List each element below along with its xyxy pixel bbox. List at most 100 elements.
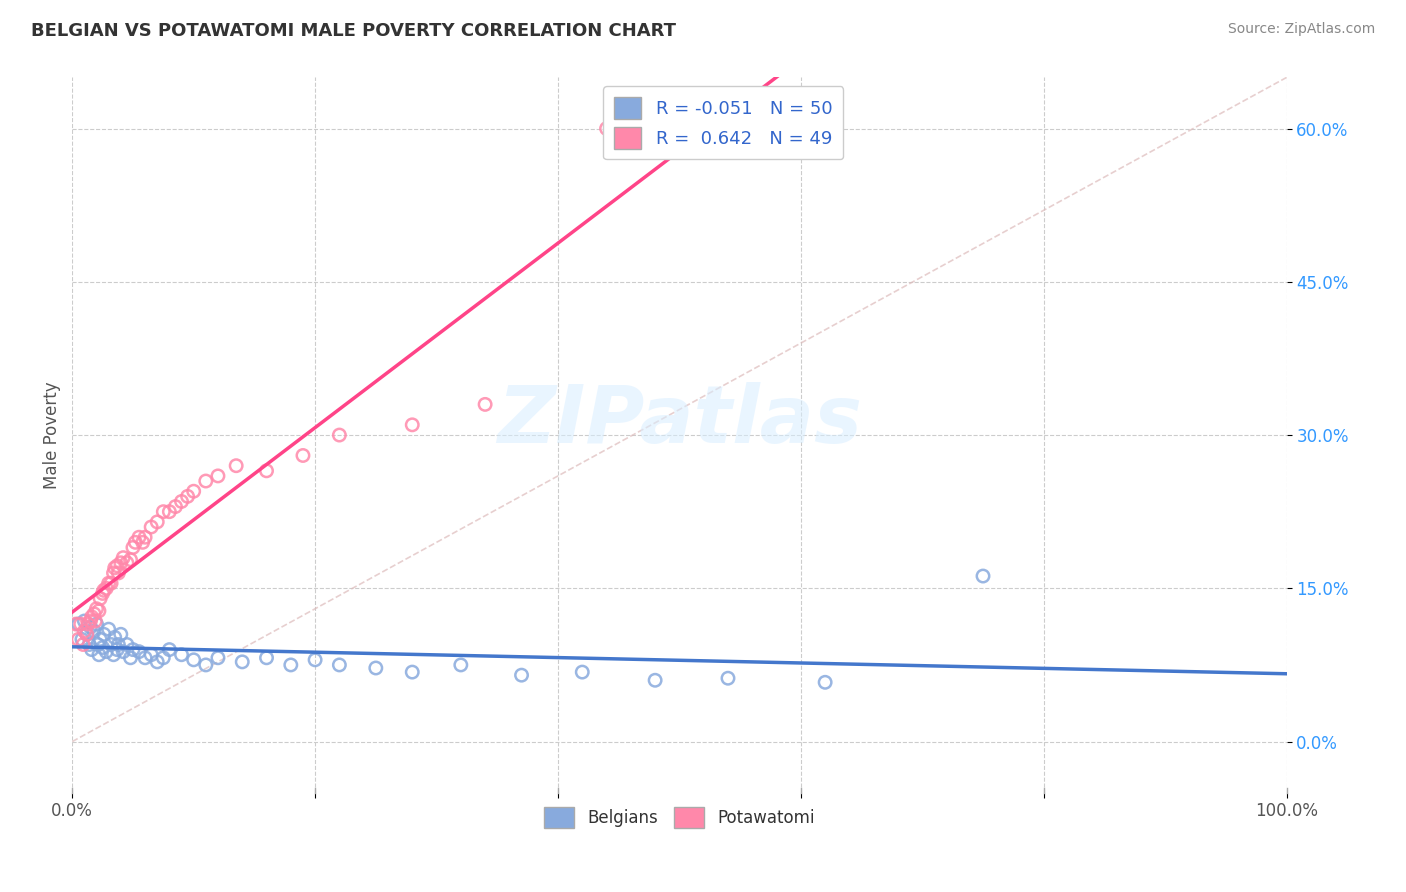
Point: [83, 607, 105, 621]
Point: [65, 617, 87, 632]
Point: [115, 556, 138, 570]
Point: [595, 121, 617, 136]
Point: [103, 566, 125, 580]
Point: [103, 648, 125, 662]
Point: [122, 541, 145, 555]
Point: [91, 586, 114, 600]
Point: [401, 417, 423, 432]
Point: [256, 650, 278, 665]
Point: [76, 627, 98, 641]
Point: [157, 642, 180, 657]
Point: [165, 500, 187, 514]
Point: [104, 561, 127, 575]
Point: [93, 583, 115, 598]
Point: [170, 494, 193, 508]
Point: [80, 610, 103, 624]
Point: [364, 661, 387, 675]
Point: [152, 505, 174, 519]
Point: [89, 632, 111, 647]
Point: [100, 576, 122, 591]
Point: [67, 632, 90, 647]
Point: [112, 550, 135, 565]
Point: [105, 558, 128, 573]
Point: [225, 458, 247, 473]
Point: [77, 617, 100, 632]
Point: [91, 640, 114, 655]
Point: [97, 622, 120, 636]
Point: [73, 614, 96, 628]
Point: [89, 591, 111, 606]
Point: [70, 632, 93, 647]
Point: [134, 650, 156, 665]
Point: [146, 515, 169, 529]
Point: [105, 642, 128, 657]
Point: [231, 655, 253, 669]
Point: [291, 449, 314, 463]
Point: [124, 535, 146, 549]
Text: ZIPatlas: ZIPatlas: [496, 382, 862, 459]
Point: [69, 617, 91, 632]
Point: [110, 627, 132, 641]
Point: [110, 556, 132, 570]
Y-axis label: Male Poverty: Male Poverty: [44, 381, 60, 489]
Point: [83, 624, 105, 639]
Point: [87, 604, 110, 618]
Point: [170, 648, 193, 662]
Point: [280, 657, 302, 672]
Point: [972, 569, 994, 583]
Point: [96, 582, 118, 596]
Point: [86, 601, 108, 615]
Point: [79, 614, 101, 628]
Point: [73, 624, 96, 639]
Point: [328, 657, 350, 672]
Point: [157, 505, 180, 519]
Point: [122, 642, 145, 657]
Point: [814, 675, 837, 690]
Point: [87, 648, 110, 662]
Point: [207, 650, 229, 665]
Point: [104, 631, 127, 645]
Point: [128, 645, 150, 659]
Point: [474, 397, 496, 411]
Point: [131, 535, 153, 549]
Point: [134, 530, 156, 544]
Point: [80, 642, 103, 657]
Point: [510, 668, 533, 682]
Point: [450, 657, 472, 672]
Point: [72, 638, 94, 652]
Point: [107, 638, 129, 652]
Point: [97, 576, 120, 591]
Point: [79, 620, 101, 634]
Point: [107, 566, 129, 580]
Point: [115, 638, 138, 652]
Point: [194, 474, 217, 488]
Point: [112, 645, 135, 659]
Point: [120, 650, 142, 665]
Point: [152, 650, 174, 665]
Point: [120, 552, 142, 566]
Point: [84, 614, 107, 628]
Point: [256, 464, 278, 478]
Point: [93, 627, 115, 641]
Point: [86, 617, 108, 632]
Point: [183, 653, 205, 667]
Point: [194, 657, 217, 672]
Point: [717, 671, 740, 685]
Point: [304, 653, 326, 667]
Point: [141, 648, 163, 662]
Point: [644, 673, 666, 688]
Point: [328, 428, 350, 442]
Point: [87, 638, 110, 652]
Point: [401, 665, 423, 679]
Point: [128, 530, 150, 544]
Text: BELGIAN VS POTAWATOMI MALE POVERTY CORRELATION CHART: BELGIAN VS POTAWATOMI MALE POVERTY CORRE…: [31, 22, 676, 40]
Legend: Belgians, Potawatomi: Belgians, Potawatomi: [537, 801, 823, 834]
Point: [176, 489, 198, 503]
Point: [77, 638, 100, 652]
Point: [141, 520, 163, 534]
Point: [96, 645, 118, 659]
Point: [100, 638, 122, 652]
Point: [146, 655, 169, 669]
Point: [183, 484, 205, 499]
Point: [571, 665, 593, 679]
